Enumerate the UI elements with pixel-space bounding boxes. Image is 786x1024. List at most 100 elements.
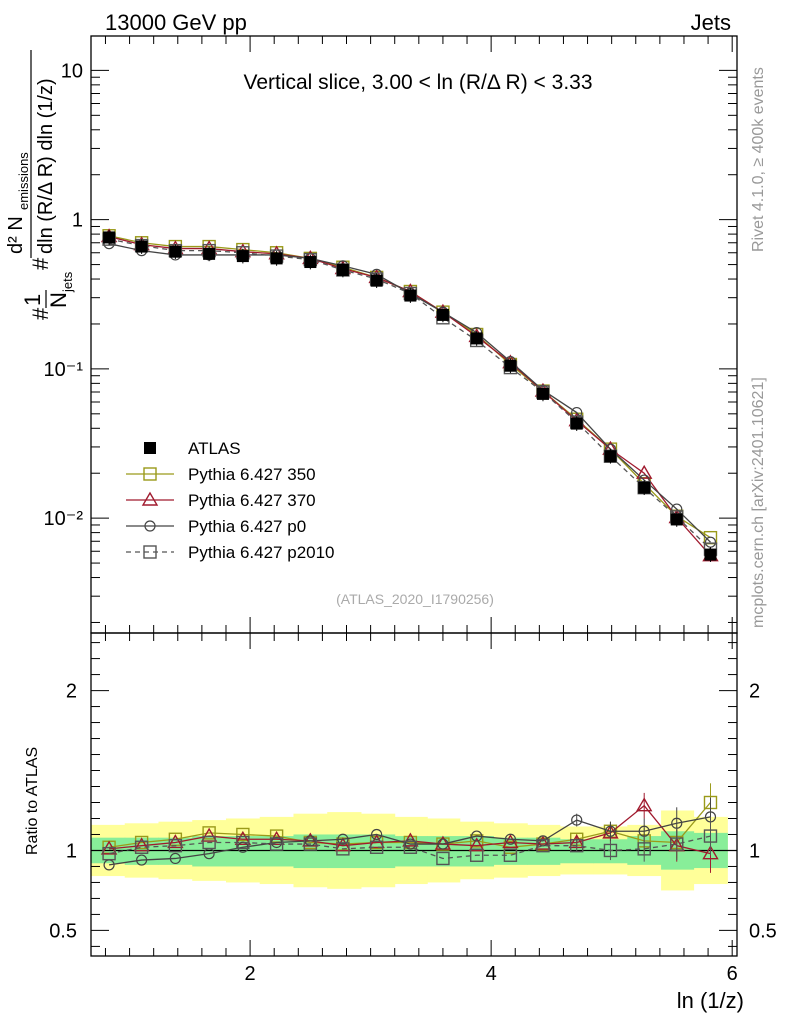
svg-text:d² N: d² N bbox=[5, 216, 27, 254]
ratio-point bbox=[637, 842, 651, 856]
svg-text:N: N bbox=[46, 292, 71, 308]
ratio-y-tick-label: 1 bbox=[66, 840, 77, 862]
ratio-point bbox=[369, 840, 384, 854]
legend-marker-data bbox=[144, 442, 156, 454]
legend-marker bbox=[143, 467, 157, 481]
ratio-point bbox=[269, 837, 284, 851]
legend-label: Pythia 6.427 p2010 bbox=[188, 543, 335, 562]
data-point bbox=[336, 263, 349, 276]
main-y-tick-label: 10 bbox=[61, 60, 83, 82]
data-point bbox=[638, 481, 651, 494]
data-point bbox=[704, 548, 717, 561]
ratio-point bbox=[167, 834, 184, 849]
x-axis-title: ln (1/z) bbox=[677, 988, 744, 1013]
data-point bbox=[670, 513, 683, 526]
data-point bbox=[704, 536, 717, 548]
ratio-point bbox=[502, 834, 519, 849]
ratio-frame bbox=[90, 632, 738, 957]
ratio-point bbox=[571, 814, 583, 826]
ratio-point bbox=[336, 842, 350, 856]
legend-label: Pythia 6.427 p0 bbox=[188, 517, 306, 536]
ratio-point bbox=[168, 838, 183, 853]
svg-text:emissions: emissions bbox=[16, 152, 31, 210]
ratio-y-tick-label: 0.5 bbox=[49, 920, 77, 942]
svg-text:dln (R/Δ R) dln (1/z): dln (R/Δ R) dln (1/z) bbox=[35, 78, 57, 254]
data-point bbox=[635, 464, 653, 479]
ratio-point bbox=[670, 837, 684, 851]
ratio-point bbox=[471, 830, 483, 842]
main-y-tick-label: 10⁻² bbox=[44, 508, 84, 530]
x-tick-label: 4 bbox=[486, 963, 497, 985]
data-point bbox=[504, 359, 517, 372]
x-tick-label: 2 bbox=[245, 963, 256, 985]
data-point bbox=[270, 252, 283, 265]
ratio-point bbox=[136, 854, 148, 866]
ratio-point bbox=[702, 845, 719, 860]
ratio-point bbox=[371, 828, 383, 841]
main-y-axis-title: # 1 N jets # d² N emissions dln (R/Δ R) … bbox=[5, 50, 75, 320]
mcplots-label: mcplots.cern.ch [arXiv:2401.10621] bbox=[750, 377, 767, 628]
data-point bbox=[236, 250, 249, 263]
ratio-panel: Ratio to ATLAS ln (1/z) bbox=[24, 747, 744, 1013]
ratio-point bbox=[169, 852, 181, 865]
ratio-point bbox=[436, 851, 450, 866]
ratio-point bbox=[504, 833, 517, 845]
ratio-point bbox=[303, 837, 318, 851]
data-point bbox=[135, 240, 148, 253]
ratio-point bbox=[202, 826, 216, 840]
legend-label: ATLAS bbox=[188, 439, 241, 458]
data-point bbox=[103, 231, 116, 244]
legend-label: Pythia 6.427 350 bbox=[188, 465, 316, 484]
data-point bbox=[370, 274, 383, 287]
ratio-y-tick-label: 2 bbox=[66, 681, 77, 703]
ratio-point bbox=[102, 846, 116, 861]
ratio-point bbox=[337, 833, 349, 845]
category-label: Jets bbox=[691, 10, 731, 35]
ratio-point bbox=[603, 843, 618, 858]
svg-text:1: 1 bbox=[20, 294, 45, 306]
stat-band-bin bbox=[360, 834, 396, 869]
data-point bbox=[404, 289, 417, 302]
data-point bbox=[604, 450, 617, 463]
ratio-y-axis-title: Ratio to ATLAS bbox=[24, 747, 41, 855]
x-tick-label: 6 bbox=[727, 963, 738, 985]
data-point bbox=[203, 247, 216, 260]
ratio-point bbox=[437, 838, 449, 850]
data-point bbox=[470, 332, 483, 345]
data-point bbox=[304, 256, 317, 269]
ratio-y-tick-label-right: 0.5 bbox=[749, 920, 777, 942]
ratio-point bbox=[469, 834, 484, 848]
stat-band-bin bbox=[293, 834, 328, 869]
legend-label: Pythia 6.427 370 bbox=[188, 491, 316, 510]
data-point bbox=[169, 245, 182, 258]
ratio-point bbox=[202, 835, 216, 850]
ratio-point bbox=[536, 838, 550, 853]
main-y-tick-label: 1 bbox=[72, 210, 83, 232]
legend: ATLAS Pythia 6.427 350 Pythia 6.427 370 Pyt… bbox=[126, 439, 335, 562]
plot-title: Vertical slice, 3.00 < ln (R/Δ R) < 3.33 bbox=[243, 71, 592, 94]
stat-band-bin bbox=[259, 836, 294, 867]
ratio-point bbox=[635, 797, 653, 812]
energy-label: 13000 GeV pp bbox=[105, 10, 247, 35]
ratio-point bbox=[404, 838, 416, 850]
legend-marker bbox=[144, 520, 156, 532]
ratio-point bbox=[403, 840, 418, 854]
ratio-point bbox=[570, 838, 584, 853]
main-panel: Vertical slice, 3.00 < ln (R/Δ R) < 3.33… bbox=[5, 50, 593, 607]
legend-marker bbox=[143, 545, 157, 559]
legend-marker bbox=[141, 491, 159, 506]
analysis-tag: (ATLAS_2020_I1790256) bbox=[336, 591, 494, 607]
data-point bbox=[436, 308, 449, 321]
ratio-point bbox=[236, 835, 250, 850]
ratio-point bbox=[703, 829, 718, 843]
data-point bbox=[570, 417, 583, 430]
ratio-point bbox=[236, 827, 250, 842]
ratio-point bbox=[604, 825, 617, 837]
ratio-point bbox=[468, 837, 485, 852]
ratio-point bbox=[237, 841, 249, 853]
svg-text:jets: jets bbox=[60, 271, 75, 293]
main-y-tick-label: 10⁻¹ bbox=[44, 359, 84, 381]
ratio-point bbox=[534, 835, 552, 850]
ratio-point bbox=[469, 848, 484, 862]
